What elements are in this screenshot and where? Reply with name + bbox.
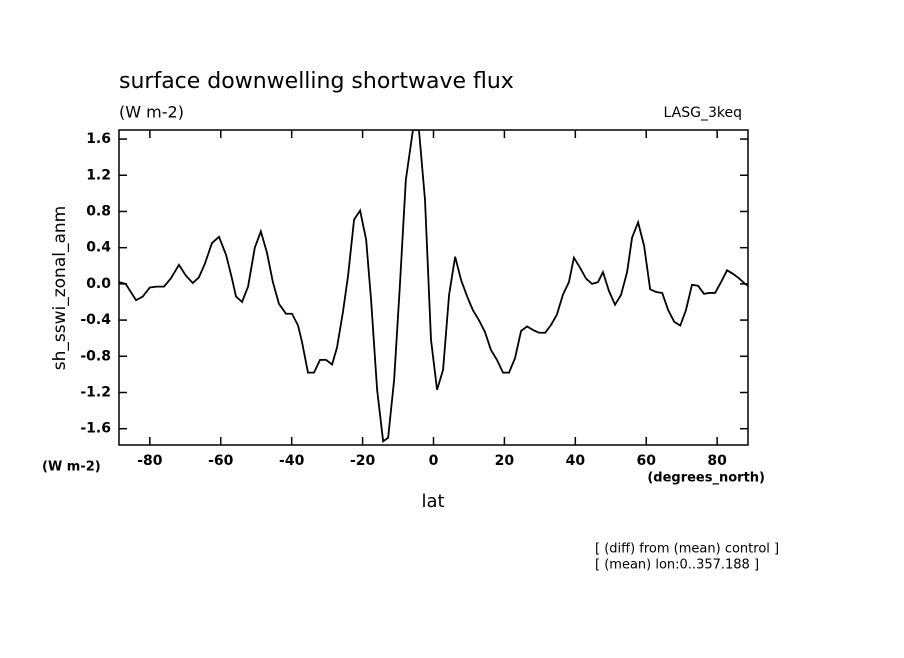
x-tick-label: 0 (429, 453, 439, 469)
chart-title: surface downwelling shortwave flux (119, 69, 514, 94)
y-tick-label: -0.4 (80, 312, 111, 328)
x-tick-label: -80 (137, 453, 163, 469)
x-tick-label: 40 (566, 453, 586, 469)
y-tick-label: 1.2 (86, 167, 111, 183)
y-tick-label: 0.8 (86, 203, 111, 219)
x-tick-label: -60 (208, 453, 234, 469)
x-axis-label: lat (421, 491, 444, 512)
y-units: (W m-2) (42, 460, 101, 475)
data-line (119, 130, 748, 444)
y-tick-label: -1.2 (80, 385, 111, 401)
y-axis-label: sh_sswi_zonal_anm (50, 206, 70, 370)
chart-subtitle: (W m-2) (119, 103, 184, 122)
y-tick-label: 1.6 (86, 131, 111, 147)
x-tick-label: -40 (279, 453, 305, 469)
x-units: (degrees_north) (647, 471, 765, 486)
y-tick-label: -1.6 (80, 421, 111, 437)
y-tick-label: 0.0 (86, 276, 111, 292)
x-tick-label: 60 (636, 453, 656, 469)
x-tick-label: -20 (350, 453, 376, 469)
x-tick-label: 20 (495, 453, 515, 469)
model-label: LASG_3keq (664, 105, 742, 121)
y-tick-label: -0.8 (80, 348, 111, 364)
plot-frame (118, 129, 749, 446)
note: [ (mean) lon:0..357.188 ] (595, 558, 759, 573)
note: [ (diff) from (mean) control ] (595, 542, 779, 557)
x-tick-label: 80 (707, 453, 727, 469)
y-tick-label: 0.4 (86, 240, 111, 256)
